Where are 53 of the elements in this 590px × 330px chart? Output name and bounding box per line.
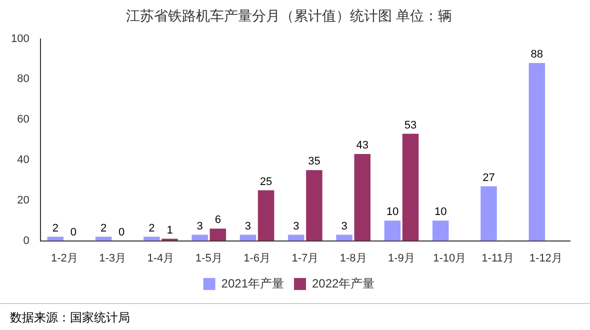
legend-label: 2021年产量 <box>221 276 284 290</box>
data-label: 53 <box>404 119 417 132</box>
bar <box>258 190 274 241</box>
source-note: 数据来源：国家统计局 <box>10 310 130 324</box>
y-tick-label: 80 <box>17 73 30 86</box>
x-tick-label: 1-8月 <box>340 252 367 264</box>
data-label: 2 <box>148 222 155 234</box>
bar <box>288 234 304 241</box>
bar <box>480 186 497 241</box>
bar <box>402 134 419 241</box>
data-label: 3 <box>341 220 348 232</box>
data-label: 3 <box>293 220 300 232</box>
bar <box>336 234 352 241</box>
x-tick-label: 1-9月 <box>388 252 415 264</box>
data-label: 35 <box>308 156 320 168</box>
bar <box>192 234 208 241</box>
data-label: 1 <box>166 224 173 236</box>
data-label: 3 <box>244 220 252 232</box>
bar <box>306 170 322 241</box>
bar <box>354 154 370 241</box>
bar <box>384 220 401 241</box>
data-label: 3 <box>196 220 203 232</box>
y-tick-label: 40 <box>17 154 30 166</box>
x-tick-label: 1-2月 <box>50 252 78 264</box>
x-tick-label: 1-12月 <box>529 252 562 264</box>
y-tick-label: 0 <box>23 234 30 247</box>
bar <box>240 234 256 241</box>
data-label: 0 <box>70 226 77 238</box>
x-tick-label: 1-3月 <box>99 252 126 264</box>
chart-title: 江苏省铁路机车产量分月（累计值）统计图 单位：辆 <box>126 7 452 24</box>
data-label: 10 <box>386 206 399 218</box>
data-label: 2 <box>52 222 58 234</box>
data-label: 25 <box>260 176 272 188</box>
x-tick-label: 1-7月 <box>292 252 319 264</box>
x-tick-label: 1-5月 <box>195 252 222 264</box>
x-tick-label: 1-11月 <box>482 252 514 264</box>
data-label: 27 <box>482 172 495 184</box>
x-tick-label: 1-10月 <box>433 252 466 264</box>
x-tick-label: 1-4月 <box>147 252 174 264</box>
bar <box>210 228 226 241</box>
legend-label: 2022年产量 <box>312 276 375 290</box>
y-tick-label: 20 <box>17 194 30 206</box>
data-label: 43 <box>356 139 368 152</box>
bar <box>528 63 546 241</box>
y-tick-label: 60 <box>17 114 30 126</box>
data-label: 6 <box>214 214 221 226</box>
bar <box>432 220 449 241</box>
y-tick-label: 100 <box>10 32 30 45</box>
data-label: 88 <box>530 48 544 61</box>
data-label: 0 <box>118 226 125 238</box>
data-label: 10 <box>434 206 447 218</box>
x-tick-label: 1-6月 <box>244 252 270 264</box>
data-label: 2 <box>100 222 107 234</box>
